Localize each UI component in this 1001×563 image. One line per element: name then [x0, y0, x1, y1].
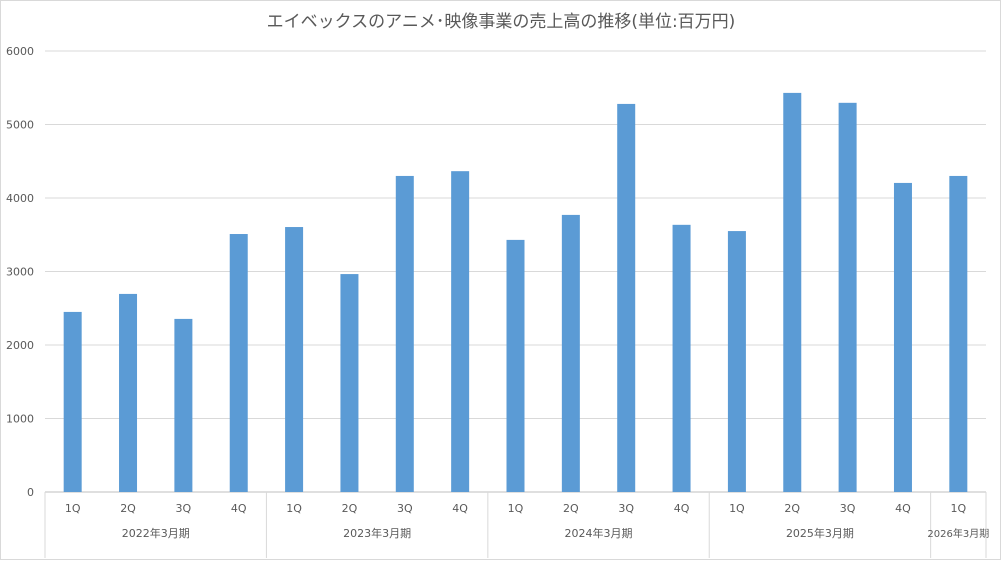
group-label: 2026年3月期 [927, 527, 989, 540]
y-tick-label: 5000 [6, 119, 34, 132]
y-tick-label: 4000 [6, 192, 34, 205]
bar [506, 239, 525, 492]
group-label: 2023年3月期 [343, 526, 411, 540]
bar [783, 92, 802, 493]
y-tick-label: 0 [27, 486, 34, 499]
x-tick-label: 4Q [231, 502, 247, 515]
x-tick-label: 1Q [729, 502, 745, 515]
group-label: 2022年3月期 [122, 526, 190, 540]
x-tick-label: 3Q [397, 502, 413, 515]
x-tick-label: 3Q [176, 502, 192, 515]
bar [285, 227, 304, 492]
bar [451, 171, 470, 493]
bar [561, 214, 580, 492]
x-tick-label: 1Q [286, 502, 302, 515]
bar [174, 318, 193, 492]
x-tick-label: 2Q [120, 502, 136, 515]
bar [395, 175, 414, 492]
y-tick-label: 1000 [6, 413, 34, 426]
bar [949, 175, 968, 492]
group-label: 2025年3月期 [786, 526, 854, 540]
x-tick-label: 4Q [674, 502, 690, 515]
x-tick-label: 3Q [840, 502, 856, 515]
bar [727, 231, 746, 492]
bar [838, 102, 857, 492]
x-tick-label: 2Q [563, 502, 579, 515]
x-tick-label: 1Q [508, 502, 524, 515]
bar [617, 103, 636, 493]
bar [893, 182, 912, 492]
group-label: 2024年3月期 [565, 526, 633, 540]
y-tick-label: 3000 [6, 266, 34, 279]
x-tick-label: 2Q [342, 502, 358, 515]
x-tick-label: 4Q [452, 502, 468, 515]
x-tick-label: 1Q [950, 502, 966, 515]
x-tick-label: 3Q [618, 502, 634, 515]
bar [672, 224, 691, 492]
bar [63, 311, 82, 492]
y-tick-label: 2000 [6, 339, 34, 352]
x-tick-label: 4Q [895, 502, 911, 515]
x-tick-label: 2Q [784, 502, 800, 515]
chart-title: エイベックスのアニメ･映像事業の売上高の推移(単位:百万円) [267, 12, 736, 32]
bar [340, 274, 359, 492]
x-tick-label: 1Q [65, 502, 81, 515]
bar [119, 293, 138, 492]
bar [229, 234, 248, 492]
y-tick-label: 6000 [6, 45, 34, 58]
